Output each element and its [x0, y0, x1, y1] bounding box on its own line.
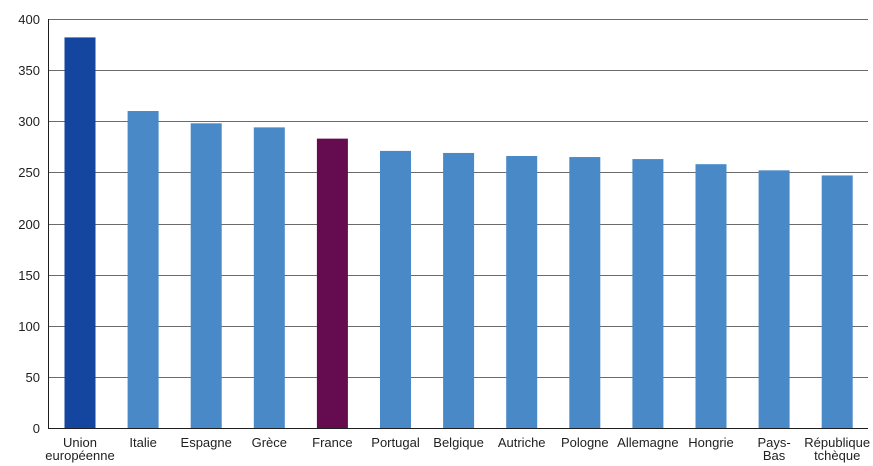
x-category-labels: Union européenne Italie Espagne Grèce France P… — [45, 435, 870, 463]
x-category-label: Union européenne — [45, 435, 114, 463]
x-category-label-line: Grèce — [252, 435, 287, 450]
x-category-label-line: Bas — [763, 448, 786, 463]
y-tick-labels: 0 50 100 150 200 250 300 350 400 — [18, 12, 40, 436]
x-category-label-line: Belgique — [433, 435, 484, 450]
bar-union-européenne — [64, 37, 96, 428]
y-tick-label: 0 — [33, 421, 40, 436]
x-category-label: Grèce — [252, 435, 287, 450]
bar-italie — [127, 111, 159, 429]
bar-espagne — [190, 123, 222, 429]
x-category-label-line: Italie — [129, 435, 156, 450]
x-category-label: République tchèque — [804, 435, 870, 463]
x-category-label-line: Allemagne — [617, 435, 678, 450]
bar-allemagne — [632, 159, 664, 428]
x-category-label: Pologne — [561, 435, 609, 450]
x-category-label: Belgique — [433, 435, 484, 450]
axes — [48, 19, 868, 429]
x-category-label-line: européenne — [45, 448, 114, 463]
bar-hongrie — [695, 164, 727, 428]
bar-grèce — [253, 127, 285, 428]
y-tick-label: 150 — [18, 268, 40, 283]
y-tick-label: 250 — [18, 165, 40, 180]
bars — [64, 37, 853, 429]
x-category-label: Espagne — [181, 435, 232, 450]
bar-autriche — [506, 156, 538, 428]
x-category-label: Italie — [129, 435, 156, 450]
y-tick-label: 300 — [18, 114, 40, 129]
x-category-label: Autriche — [498, 435, 546, 450]
x-category-label-line: Espagne — [181, 435, 232, 450]
bar-république-tchèque — [821, 175, 853, 428]
bar-belgique — [443, 152, 475, 428]
y-tick-label: 350 — [18, 63, 40, 78]
bar-pays-bas — [758, 170, 790, 428]
x-category-label-line: Hongrie — [688, 435, 734, 450]
x-category-label: Hongrie — [688, 435, 734, 450]
x-category-label: France — [312, 435, 352, 450]
bar-france — [316, 138, 348, 428]
x-category-label-line: République — [804, 435, 870, 450]
x-category-label-line: Pays- — [757, 435, 790, 450]
x-category-label-line: France — [312, 435, 352, 450]
x-category-label-line: Pologne — [561, 435, 609, 450]
bar-portugal — [380, 150, 411, 428]
bar-pologne — [569, 157, 601, 429]
y-tick-label: 50 — [26, 370, 40, 385]
x-category-label-line: Portugal — [371, 435, 420, 450]
x-category-label: Pays-Bas — [757, 435, 790, 463]
y-tick-label: 200 — [18, 217, 40, 232]
x-category-label-line: Union — [63, 435, 97, 450]
y-tick-label: 100 — [18, 319, 40, 334]
x-category-label-line: tchèque — [814, 448, 860, 463]
x-category-label: Portugal — [371, 435, 420, 450]
x-category-label-line: Autriche — [498, 435, 546, 450]
x-category-label: Allemagne — [617, 435, 678, 450]
y-tick-label: 400 — [18, 12, 40, 27]
